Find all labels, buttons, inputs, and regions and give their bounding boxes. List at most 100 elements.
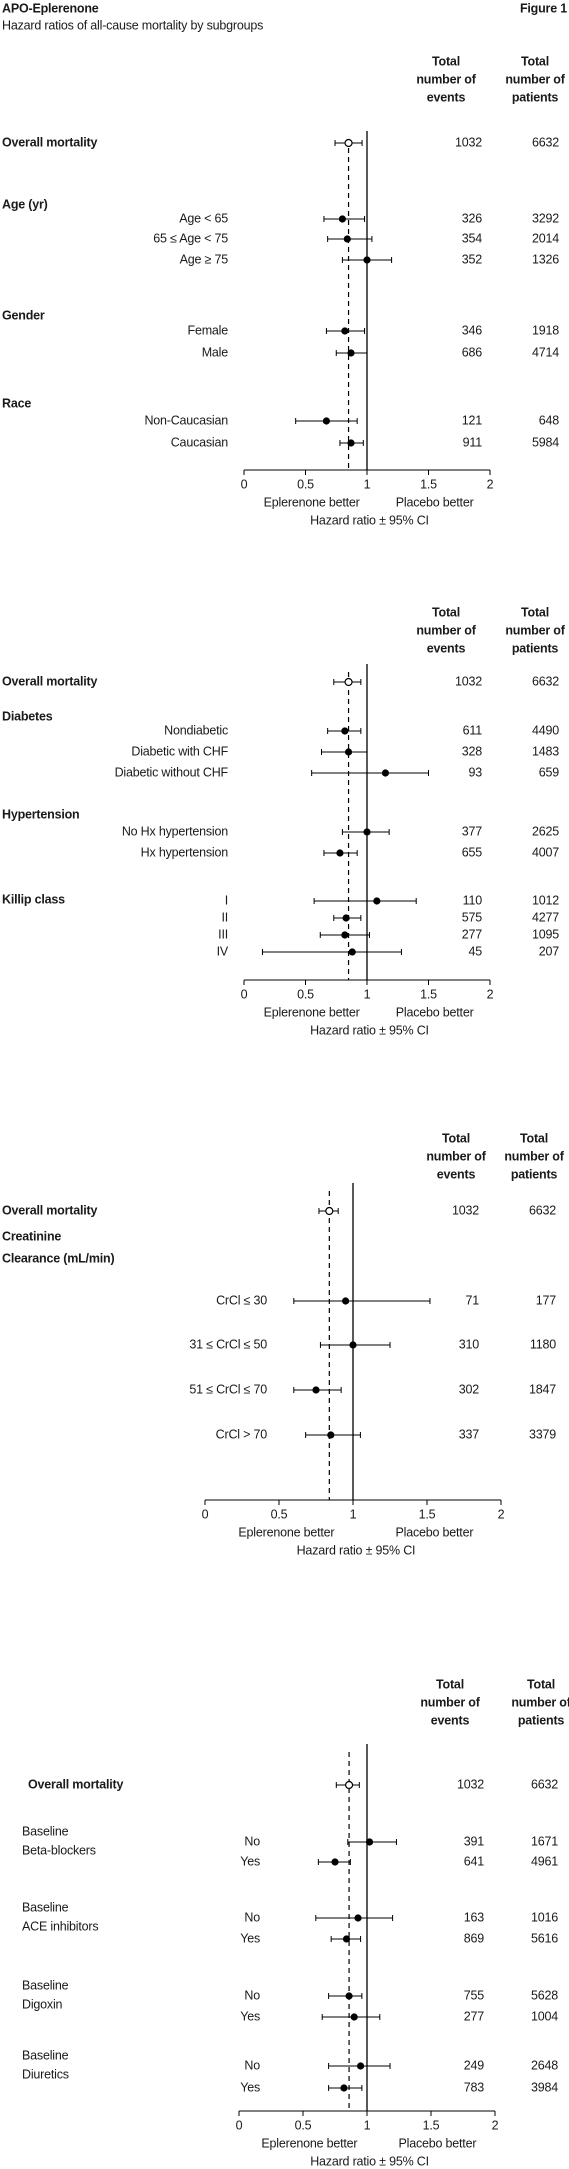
events-header: number of	[416, 72, 476, 86]
x-tick-label: 1	[364, 987, 371, 1001]
hazard-ratio-point	[331, 1858, 339, 1866]
events-header: number of	[416, 623, 476, 637]
x-tick-label: 0	[241, 477, 248, 491]
events-header: Total	[436, 1677, 464, 1691]
events-value: 352	[462, 252, 483, 266]
patients-value: 648	[539, 413, 560, 427]
patients-value: 2648	[531, 2058, 558, 2072]
patients-value: 1483	[532, 744, 559, 758]
row-label: No Hx hypertension	[122, 824, 228, 838]
row-label: Yes	[240, 2080, 260, 2094]
right-label: Placebo better	[396, 495, 474, 509]
left-label: Eplerenone better	[264, 1005, 360, 1019]
x-tick-label: 2	[492, 2118, 499, 2132]
hazard-ratio-point	[342, 1935, 351, 1943]
row-label: Female	[188, 323, 229, 337]
events-header: Total	[432, 54, 460, 68]
patients-value: 3984	[531, 2080, 558, 2094]
patients-value: 2014	[532, 231, 559, 245]
row-label: Diabetic without CHF	[115, 765, 229, 779]
row-heading: Creatinine	[2, 1229, 61, 1243]
right-label: Placebo better	[396, 1005, 474, 1019]
events-value: 346	[462, 323, 483, 337]
x-tick-label: 2	[498, 1507, 505, 1521]
events-value: 354	[462, 231, 483, 245]
patients-value: 1095	[532, 927, 559, 941]
patients-header: number of	[511, 1695, 569, 1709]
hazard-ratio-point	[327, 1431, 335, 1439]
row-label: 51 ≤ CrCl ≤ 70	[189, 1382, 267, 1396]
hazard-ratio-point	[347, 439, 355, 447]
hazard-ratio-point	[336, 849, 344, 857]
row-label: CrCl > 70	[216, 1427, 268, 1441]
events-value: 337	[459, 1427, 480, 1441]
patients-value: 4277	[532, 910, 559, 924]
left-label: Eplerenone better	[238, 1525, 334, 1539]
row-heading: Age (yr)	[2, 197, 48, 211]
x-tick-label: 0.5	[271, 1507, 288, 1521]
row-label: III	[218, 927, 228, 941]
patients-value: 4007	[532, 845, 559, 859]
group-label: Beta-blockers	[22, 1843, 96, 1857]
patients-value: 1671	[531, 1834, 558, 1848]
hazard-ratio-point	[348, 948, 356, 956]
row-label: Non-Caucasian	[144, 413, 228, 427]
x-tick-label: 1.5	[423, 2118, 440, 2132]
x-tick-label: 0	[236, 2118, 243, 2132]
row-label: Age ≥ 75	[180, 252, 229, 266]
hazard-ratio-point	[341, 727, 349, 735]
hazard-ratio-point	[373, 897, 381, 905]
patients-header: patients	[512, 641, 559, 655]
figure-label: Figure 1	[520, 1, 567, 15]
row-label: Yes	[240, 1931, 260, 1945]
x-tick-label: 2	[487, 477, 494, 491]
x-tick-label: 1.5	[420, 477, 437, 491]
events-value: 1032	[455, 674, 482, 688]
row-label: II	[221, 910, 228, 924]
row-heading: Clearance (mL/min)	[2, 1251, 114, 1265]
events-value: 911	[463, 435, 483, 449]
subtitle: Hazard ratios of all-cause mortality by …	[2, 18, 263, 32]
patients-header: Total	[521, 54, 549, 68]
right-label: Placebo better	[398, 2136, 476, 2150]
hazard-ratio-point	[363, 828, 371, 836]
hazard-ratio-point	[322, 417, 331, 425]
hazard-ratio-point	[341, 327, 349, 335]
patients-value: 4961	[531, 1854, 558, 1868]
events-value: 1032	[455, 135, 482, 149]
row-heading: Hypertension	[2, 807, 79, 821]
patients-header: patients	[518, 1713, 565, 1727]
row-heading: Killip class	[2, 892, 65, 906]
patients-value: 6632	[532, 135, 559, 149]
hazard-ratio-point	[344, 677, 353, 687]
events-value: 110	[463, 893, 483, 907]
events-header: events	[437, 1167, 476, 1181]
hazard-ratio-point	[344, 748, 353, 756]
events-value: 249	[464, 2058, 485, 2072]
row-label: Hx hypertension	[141, 845, 229, 859]
row-label: No	[244, 2058, 260, 2072]
x-tick-label: 0.5	[297, 477, 314, 491]
row-label: No	[244, 1910, 260, 1924]
patients-value: 5616	[531, 1931, 558, 1945]
hazard-ratio-point	[350, 2013, 358, 2021]
events-value: 755	[464, 1988, 485, 2002]
x-tick-label: 1.5	[420, 987, 437, 1001]
patients-value: 1918	[532, 323, 559, 337]
x-axis-label: Hazard ratio ± 95% CI	[310, 1023, 429, 1037]
events-value: 163	[464, 1910, 485, 1924]
hazard-ratio-point	[363, 256, 371, 264]
patients-header: number of	[505, 72, 565, 86]
events-header: Total	[442, 1131, 470, 1145]
x-tick-label: 0.5	[295, 2118, 312, 2132]
row-label: IV	[217, 944, 229, 958]
patients-value: 1012	[532, 893, 559, 907]
events-value: 1032	[452, 1203, 479, 1217]
patients-value: 4714	[532, 345, 559, 359]
events-value: 71	[465, 1293, 479, 1307]
events-value: 783	[464, 2080, 485, 2094]
patients-value: 1004	[531, 2009, 558, 2023]
events-value: 611	[463, 723, 483, 737]
x-tick-label: 1.5	[419, 1507, 436, 1521]
